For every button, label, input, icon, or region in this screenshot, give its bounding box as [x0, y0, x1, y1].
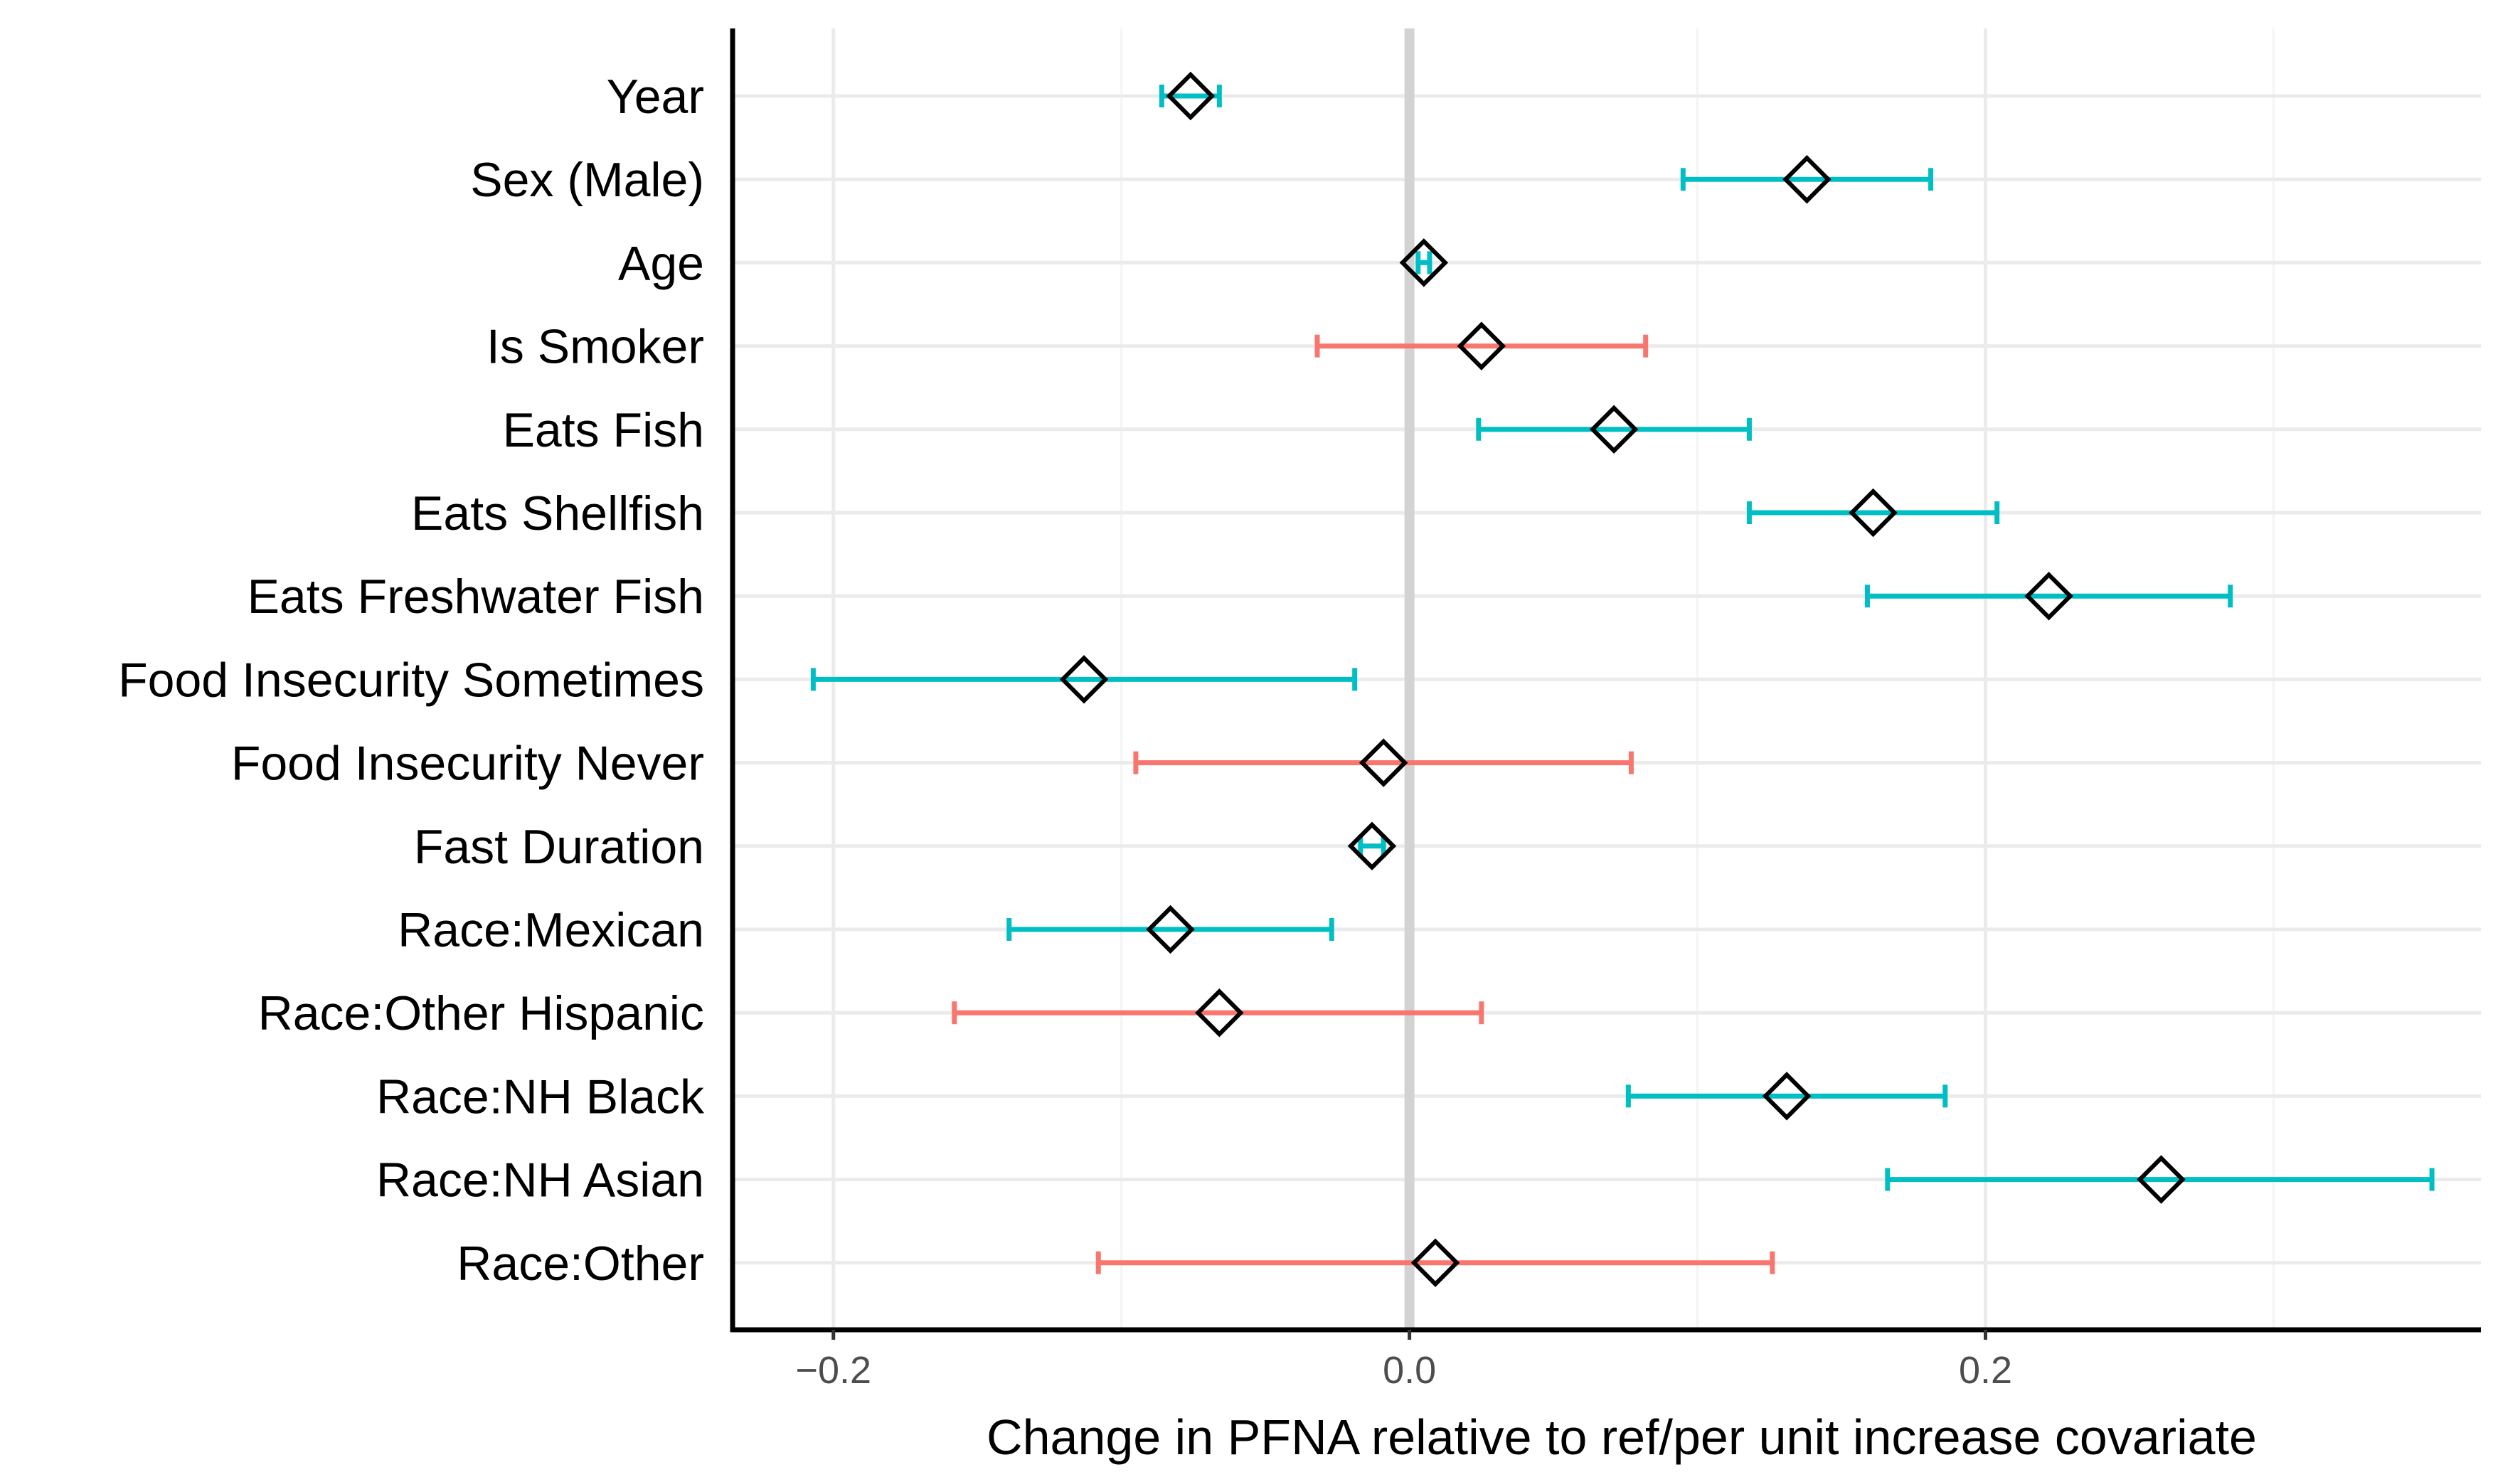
category-label: Is Smoker — [487, 320, 704, 374]
x-tick-label: 0.2 — [1959, 1349, 2012, 1392]
point-estimate-marker — [1782, 154, 1831, 204]
category-label: Race:Other Hispanic — [258, 986, 704, 1040]
category-label: Age — [618, 236, 704, 290]
point-estimate-marker — [1399, 238, 1449, 287]
x-tick-label: −0.2 — [795, 1349, 871, 1392]
point-estimate-marker — [1166, 71, 1216, 121]
category-label: Race:NH Asian — [376, 1153, 704, 1207]
category-label: Eats Shellfish — [411, 486, 704, 540]
point-estimate-marker — [1059, 655, 1109, 704]
category-label: Fast Duration — [414, 820, 704, 874]
x-tick-label: 0.0 — [1383, 1349, 1436, 1392]
point-estimate-marker — [2024, 571, 2073, 621]
category-label: Race:Other — [457, 1237, 704, 1291]
point-estimate-marker — [1146, 905, 1195, 954]
x-axis-title: Change in PFNA relative to ref/per unit … — [987, 1409, 2257, 1465]
point-estimate-marker — [1347, 821, 1397, 871]
point-estimate-marker — [1457, 321, 1506, 370]
axis-layer: −0.2 0.0 0.2 — [730, 28, 2481, 1392]
point-estimate-marker — [1762, 1072, 1812, 1121]
point-estimate-marker — [1410, 1238, 1460, 1288]
point-estimate-marker — [2137, 1155, 2186, 1204]
category-label: Race:Mexican — [398, 903, 704, 957]
point-estimate-marker — [1849, 488, 1898, 538]
category-label: Eats Freshwater Fish — [248, 570, 704, 624]
category-label: Sex (Male) — [470, 153, 704, 207]
point-layer — [1059, 71, 2186, 1288]
point-estimate-marker — [1359, 738, 1408, 787]
point-estimate-marker — [1195, 988, 1244, 1038]
category-label-layer: Year Sex (Male) Age Is Smoker Eats Fish Eats … — [118, 70, 705, 1291]
category-label: Race:NH Black — [376, 1070, 705, 1124]
category-label: Food Insecurity Never — [231, 737, 704, 791]
category-label: Eats Fish — [503, 403, 704, 457]
category-label: Year — [607, 70, 704, 124]
category-label: Food Insecurity Sometimes — [118, 653, 704, 707]
point-estimate-marker — [1589, 405, 1639, 454]
